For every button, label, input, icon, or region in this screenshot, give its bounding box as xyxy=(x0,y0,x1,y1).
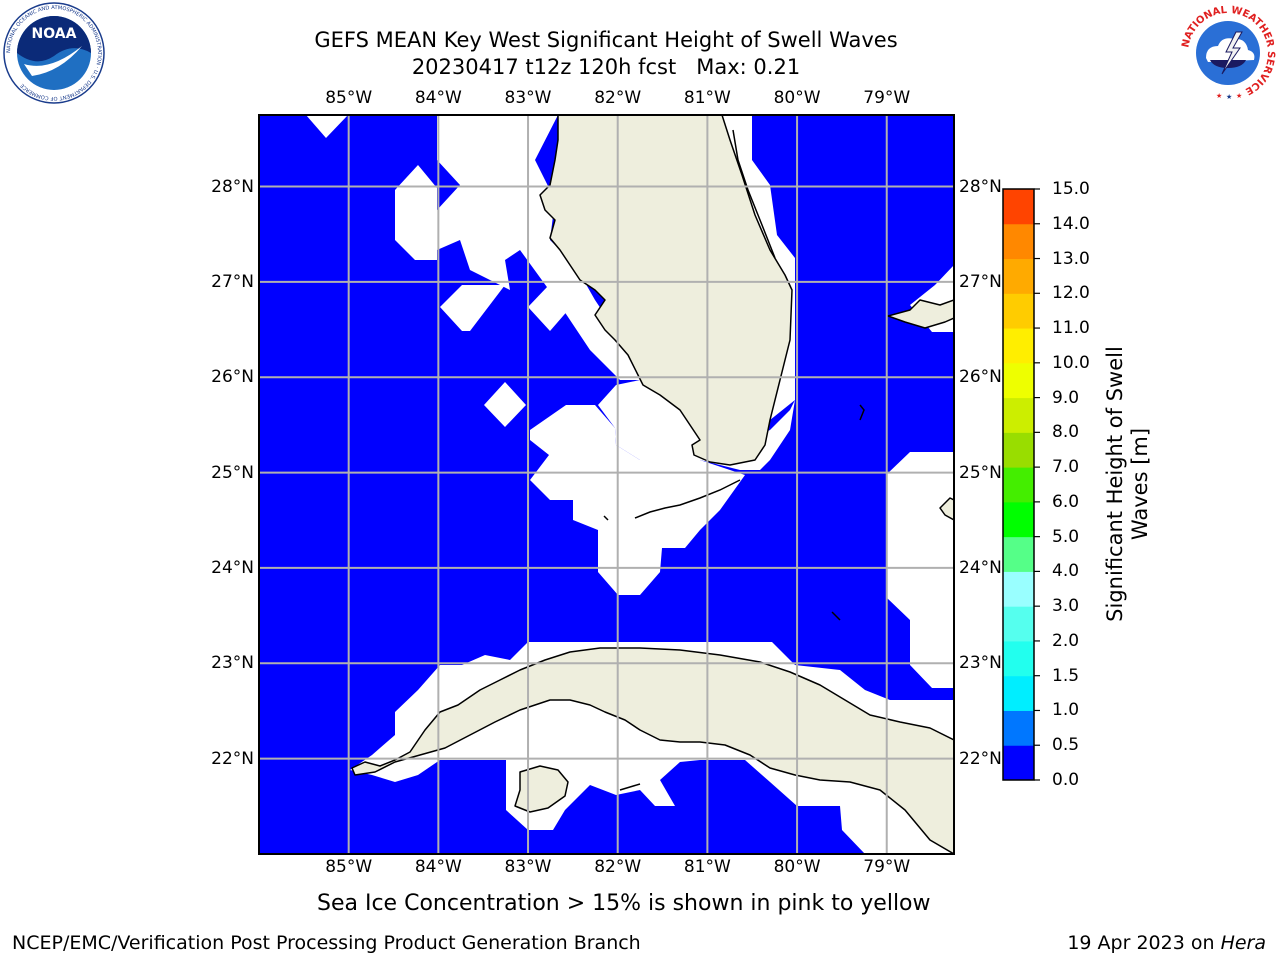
colorbar-tick-label: 6.0 xyxy=(1052,491,1080,512)
lon-tick-bottom: 84°W xyxy=(414,857,462,877)
colorbar-tick-label: 11.0 xyxy=(1052,318,1090,339)
lon-tick-top: 84°W xyxy=(414,88,462,108)
forecast-run: 20230417 t12z 120h fcst xyxy=(411,55,677,79)
colorbar-tick-label: 1.5 xyxy=(1052,665,1080,686)
lon-tick-top: 83°W xyxy=(504,88,552,108)
colorbar-segment xyxy=(1003,675,1034,711)
lat-tick-left: 25°N xyxy=(211,462,254,483)
colorbar-tick-label: 2.0 xyxy=(1052,630,1080,651)
chart-title: GEFS MEAN Key West Significant Height of… xyxy=(314,28,898,52)
colorbar-tick-label: 10.0 xyxy=(1052,352,1090,373)
colorbar-segment xyxy=(1003,223,1034,260)
lat-tick-left: 28°N xyxy=(211,176,254,197)
colorbar-tick-label: 9.0 xyxy=(1052,387,1080,408)
colorbar-segment xyxy=(1003,536,1034,572)
bahamas xyxy=(887,299,954,329)
lon-tick-bottom: 85°W xyxy=(325,857,373,877)
lon-tick-top: 85°W xyxy=(325,88,373,108)
colorbar-tick-label: 3.0 xyxy=(1052,596,1080,617)
lat-tick-right: 26°N xyxy=(959,367,1002,388)
colorbar-tick-label: 13.0 xyxy=(1052,248,1090,269)
lon-tick-top: 79°W xyxy=(863,88,911,108)
lat-tick-right: 23°N xyxy=(959,653,1002,674)
colorbar-tick-label: 7.0 xyxy=(1052,457,1080,478)
colorbar-segment xyxy=(1003,397,1034,433)
map-frame xyxy=(258,114,955,855)
svg-text:★: ★ xyxy=(1236,92,1242,100)
cuba xyxy=(351,647,954,854)
colorbar-segment xyxy=(1003,501,1034,538)
colorbar-label-line1: Significant Height of Swell xyxy=(1103,346,1127,622)
lat-tick-left: 23°N xyxy=(211,653,254,674)
colorbar-segment xyxy=(1003,328,1034,364)
colorbar-tick-label: 0.0 xyxy=(1052,770,1080,790)
colorbar-segment xyxy=(1003,293,1034,329)
andros xyxy=(939,497,954,521)
colorbar-segment xyxy=(1003,710,1034,746)
lat-tick-right: 22°N xyxy=(959,748,1002,769)
svg-text:★: ★ xyxy=(1216,92,1222,100)
lon-tick-bottom: 83°W xyxy=(504,857,552,877)
colorbar-segment xyxy=(1003,745,1034,781)
colorbar-segment xyxy=(1003,258,1034,294)
colorbar-tick-label: 15.0 xyxy=(1052,179,1090,199)
machine-name: Hera xyxy=(1220,932,1266,954)
colorbar-segment xyxy=(1003,467,1034,503)
colorbar-segment xyxy=(1003,189,1034,225)
lon-tick-top: 80°W xyxy=(773,88,821,108)
max-value: Max: 0.21 xyxy=(696,55,801,79)
colorbar-segment xyxy=(1003,606,1034,642)
lon-tick-bottom: 81°W xyxy=(683,857,731,877)
lon-tick-top: 82°W xyxy=(594,88,642,108)
noaa-logo-icon: NOAA NATIONAL OCEANIC AND ATMOSPHERIC AD… xyxy=(3,2,105,104)
colorbar-tick-label: 14.0 xyxy=(1052,213,1090,234)
colorbar-label-line2: Waves [m] xyxy=(1128,427,1152,541)
colorbar-segment xyxy=(1003,640,1034,677)
lon-tick-bottom: 82°W xyxy=(594,857,642,877)
colorbar-tick-label: 12.0 xyxy=(1052,283,1090,304)
lat-tick-right: 25°N xyxy=(959,462,1002,483)
graticule xyxy=(259,115,954,854)
colorbar-tick-label: 5.0 xyxy=(1052,526,1080,547)
colorbar-segment xyxy=(1003,362,1034,399)
lat-tick-left: 27°N xyxy=(211,271,254,292)
colorbar-frame xyxy=(1002,188,1035,781)
nws-logo-icon: NATIONAL WEATHER SERVICE ★ ★ ★ xyxy=(1179,4,1277,102)
chart-subtitle: 20230417 t12z 120h fcst Max: 0.21 xyxy=(256,55,956,80)
colorbar xyxy=(1003,188,1040,781)
credit-text: NCEP/EMC/Verification Post Processing Pr… xyxy=(12,932,641,954)
lat-tick-right: 27°N xyxy=(959,271,1002,292)
lat-tick-left: 22°N xyxy=(211,748,254,769)
noaa-logo-text: NOAA xyxy=(32,26,77,42)
colorbar-tick-label: 4.0 xyxy=(1052,561,1080,582)
sea-ice-note: Sea Ice Concentration > 15% is shown in … xyxy=(317,891,931,916)
colorbar-segment xyxy=(1003,432,1034,468)
lat-tick-right: 28°N xyxy=(959,176,1002,197)
colorbar-segment xyxy=(1003,571,1034,607)
lat-tick-left: 24°N xyxy=(211,557,254,578)
small-islands xyxy=(603,129,865,791)
colorbar-tick-label: 0.5 xyxy=(1052,735,1080,756)
colorbar-label: Significant Height of Swell Waves [m] xyxy=(1103,314,1153,654)
lon-tick-top: 81°W xyxy=(683,88,731,108)
lat-tick-right: 24°N xyxy=(959,557,1002,578)
lat-tick-left: 26°N xyxy=(211,367,254,388)
date-stamp: 19 Apr 2023 on Hera xyxy=(1067,932,1266,954)
colorbar-tick-label: 1.0 xyxy=(1052,700,1080,721)
svg-text:★: ★ xyxy=(1226,93,1232,101)
lon-tick-bottom: 80°W xyxy=(773,857,821,877)
lon-tick-bottom: 79°W xyxy=(863,857,911,877)
colorbar-tick-label: 8.0 xyxy=(1052,422,1080,443)
date-text: 19 Apr 2023 on xyxy=(1067,932,1215,954)
